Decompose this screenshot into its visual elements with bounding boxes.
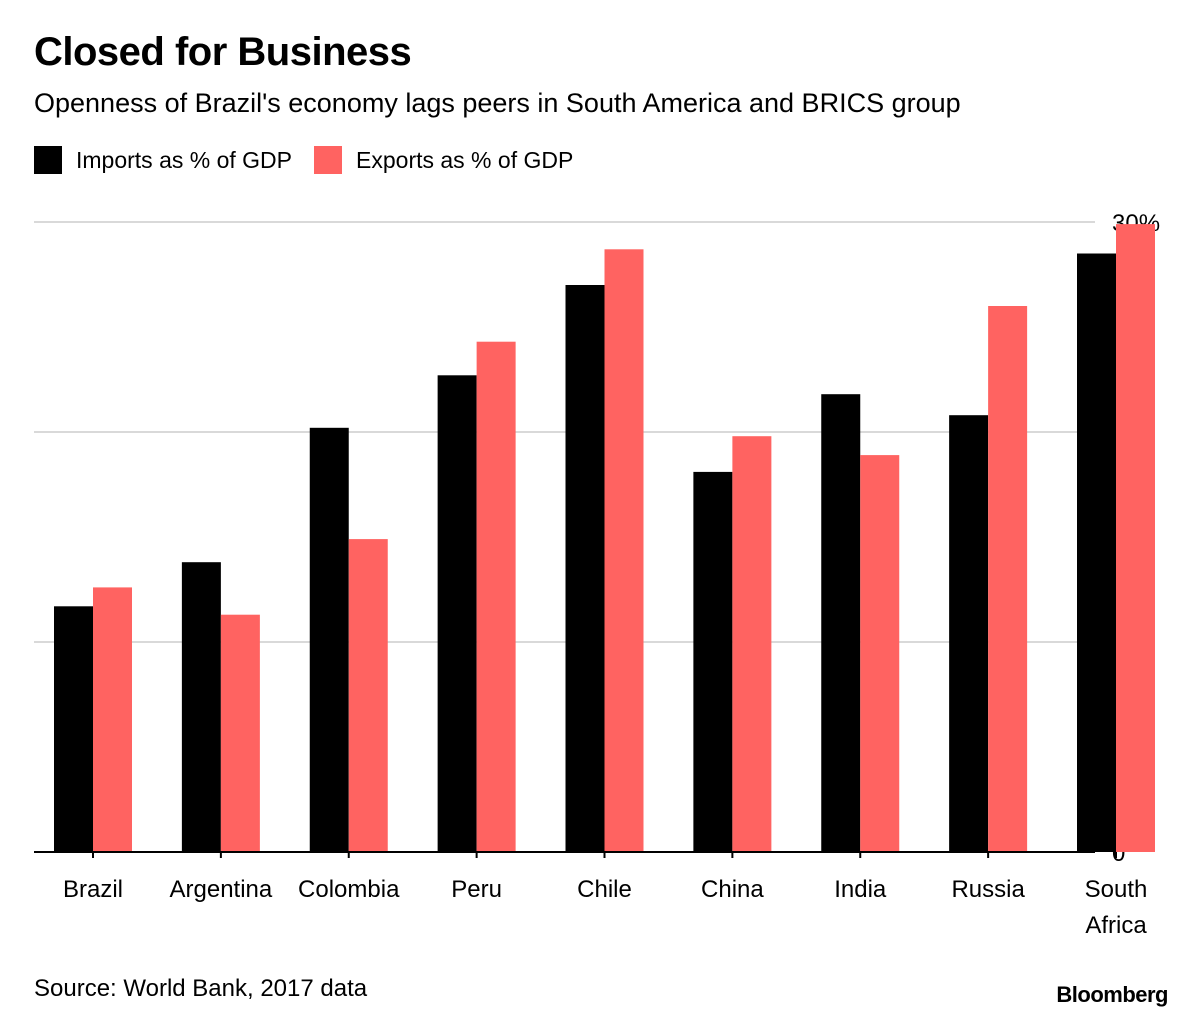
legend-swatch-exports (314, 146, 343, 174)
legend-label-imports: Imports as % of GDP (76, 146, 293, 173)
chart-subtitle: Openness of Brazil's economy lags peers … (34, 88, 961, 118)
source-note: Source: World Bank, 2017 data (34, 975, 368, 1002)
bar-imports-peru (437, 375, 477, 852)
bar-imports-argentina (181, 562, 221, 852)
legend: Imports as % of GDP Exports as % of GDP (34, 146, 595, 174)
x-tick-label-chile: Chile (577, 876, 632, 903)
x-tick-label-peru: Peru (451, 876, 502, 903)
x-tick-label-china: China (701, 876, 764, 903)
bloomberg-logo: Bloomberg (1056, 982, 1168, 1007)
chart-title: Closed for Business (34, 30, 412, 74)
bar-imports-brazil (54, 606, 93, 852)
legend-swatch-imports (34, 146, 62, 174)
bar-imports-russia (949, 415, 989, 852)
bar-imports-colombia (309, 427, 349, 852)
bar-exports-peru (476, 341, 516, 852)
bar-exports-russia (988, 306, 1028, 852)
x-tick-label-brazil: Brazil (63, 876, 123, 903)
bar-imports-china (693, 471, 733, 852)
bar-exports-colombia (348, 539, 388, 852)
legend-label-exports: Exports as % of GDP (356, 146, 574, 173)
bar-exports-chile (604, 249, 644, 853)
bar-exports-argentina (220, 614, 260, 852)
bar-imports-chile (565, 285, 605, 852)
bar-exports-south-africa (1116, 224, 1155, 853)
bar-exports-india (860, 455, 900, 852)
x-tick-label-india: India (834, 876, 887, 903)
x-tick-label-argentina: Argentina (170, 876, 273, 903)
legend-item-imports: Imports as % of GDP (34, 146, 292, 174)
x-tick-label-south-africa: South Africa (1085, 876, 1148, 939)
x-tick-label-colombia: Colombia (298, 876, 400, 903)
bar-exports-brazil (93, 587, 132, 852)
legend-item-exports: Exports as % of GDP (314, 146, 573, 174)
bar-imports-south-africa (1077, 253, 1116, 852)
bar-imports-india (821, 394, 861, 852)
bar-exports-china (732, 436, 772, 852)
x-tick-label-russia: Russia (951, 876, 1025, 903)
